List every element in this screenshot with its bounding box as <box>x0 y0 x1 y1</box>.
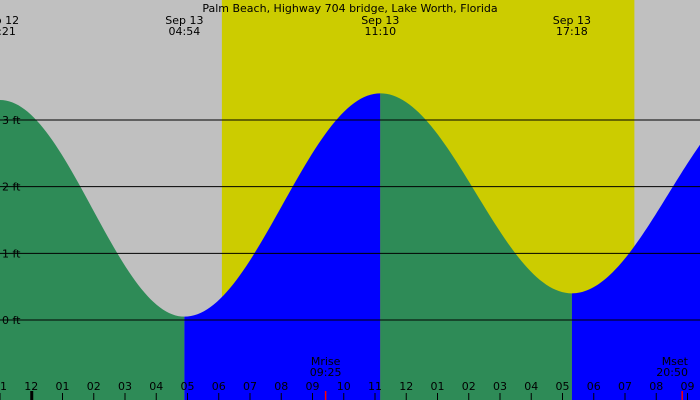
x-tick-label: 09 <box>306 380 320 393</box>
x-tick-label: 01 <box>56 380 70 393</box>
y-tick-label: 2 ft <box>2 181 21 194</box>
extreme-time-label: 17:18 <box>556 25 588 38</box>
x-tick-label: 05 <box>181 380 195 393</box>
y-tick-label: 1 ft <box>2 247 21 260</box>
x-tick-label: 03 <box>118 380 132 393</box>
moon-event-name: Mset <box>662 355 689 368</box>
x-tick-label: 07 <box>243 380 257 393</box>
rising-tide-area <box>571 144 700 400</box>
x-tick-label: 11 <box>0 380 7 393</box>
x-axis: 11 12 01 02 03 04 05 06 07 08 09 10 11 12 01 02 03 04 05 06… <box>0 380 695 400</box>
chart-title: Palm Beach, Highway 704 bridge, Lake Wor… <box>202 2 497 15</box>
grid-lines <box>0 119 700 321</box>
x-tick-label: 12 <box>24 380 38 393</box>
y-tick-label: 3 ft <box>2 114 21 127</box>
x-tick-label: 08 <box>274 380 288 393</box>
x-tick-label: 06 <box>212 380 226 393</box>
falling-tide-area <box>380 93 572 400</box>
midnight-marker <box>30 391 34 400</box>
extreme-date-label: Sep 13 <box>553 14 591 27</box>
x-tick-label: 11 <box>368 380 382 393</box>
x-tick-label: 08 <box>649 380 663 393</box>
x-tick-label: 12 <box>399 380 413 393</box>
x-tick-label: 07 <box>618 380 632 393</box>
x-tick-label: 03 <box>493 380 507 393</box>
extreme-time-label: 23:21 <box>0 25 16 38</box>
x-tick-label: 02 <box>87 380 101 393</box>
x-tick-label: 04 <box>149 380 163 393</box>
x-tick-label: 10 <box>337 380 351 393</box>
extreme-time-label: 04:54 <box>169 25 201 38</box>
extreme-date-label: Sep 12 <box>0 14 19 27</box>
y-tick-label: 0 ft <box>2 314 21 327</box>
x-tick-label: 09 <box>681 380 695 393</box>
rising-tide-area <box>184 93 381 400</box>
tide-areas <box>0 93 700 400</box>
falling-tide-area <box>0 100 185 400</box>
x-tick-label: 06 <box>587 380 601 393</box>
extreme-date-label: Sep 13 <box>165 14 203 27</box>
extreme-time-label: 11:10 <box>364 25 396 38</box>
moon-event-time: 20:50 <box>656 366 688 379</box>
x-tick-label: 05 <box>556 380 570 393</box>
y-axis-labels: 0 ft 1 ft 2 ft 3 ft <box>2 114 21 327</box>
moon-event-time: 09:25 <box>310 366 342 379</box>
x-tick-label: 02 <box>462 380 476 393</box>
moon-event-name: Mrise <box>311 355 341 368</box>
x-tick-label: 04 <box>524 380 538 393</box>
extreme-date-label: Sep 13 <box>361 14 399 27</box>
x-tick-label: 01 <box>431 380 445 393</box>
